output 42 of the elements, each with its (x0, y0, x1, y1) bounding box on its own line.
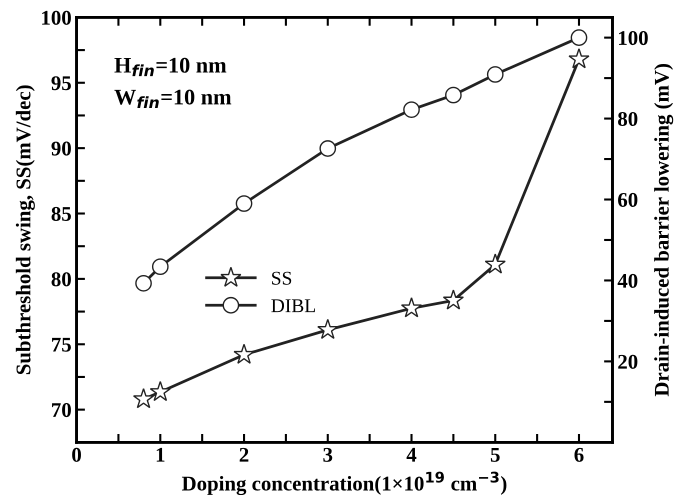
y-tick-label: 100 (42, 10, 71, 25)
x-axis-title: Doping concentration(1×10$^{19}$ cm$^{−3}$) (182, 472, 506, 496)
point (150, 380, 171, 402)
x-tick-label: 2 (240, 448, 248, 462)
point (486, 66, 504, 83)
y2-tick-label: 20 (618, 354, 638, 369)
point (319, 140, 336, 157)
point (132, 388, 154, 408)
legend-label: SS (272, 272, 292, 285)
y-tick-label: 80 (52, 272, 71, 286)
point (445, 86, 462, 104)
y-tick-label: 75 (52, 338, 71, 352)
y-tick-label: 90 (51, 142, 71, 156)
point (442, 289, 464, 310)
legend-label: DIBL (271, 299, 315, 312)
y2-tick-label: 60 (618, 192, 638, 207)
y2-axis-title: Drain-induced barrier lowering (mV) (654, 64, 674, 396)
x-tick-label: 6 (574, 448, 584, 462)
y-tick-label: 70 (52, 403, 71, 418)
x-tick-label: 1 (156, 448, 164, 462)
x-tick-label: 3 (323, 448, 332, 462)
x-tick-label: 0 (72, 448, 81, 462)
point (400, 297, 422, 318)
point (570, 29, 588, 46)
point (233, 344, 255, 364)
y2-tick-label: 100 (619, 31, 648, 46)
point (568, 48, 590, 68)
point (236, 195, 252, 212)
x-tick-label: 4 (406, 448, 416, 462)
y2-tick-label: 80 (618, 112, 638, 126)
point (152, 258, 169, 276)
point (317, 318, 338, 340)
y-axis-title: Subthreshold swing, SS(mV/dec) (16, 85, 35, 374)
annotation: W$_{fin}$=10 nm (114, 90, 232, 108)
y-tick-label: 95 (51, 76, 71, 90)
annotation: H$_{fin}$=10 nm (114, 58, 226, 76)
point (135, 274, 152, 292)
point (403, 101, 420, 118)
y2-tick-label: 40 (618, 274, 638, 288)
point (484, 253, 506, 274)
y-tick-label: 85 (52, 206, 71, 221)
x-tick-label: 5 (490, 448, 500, 462)
